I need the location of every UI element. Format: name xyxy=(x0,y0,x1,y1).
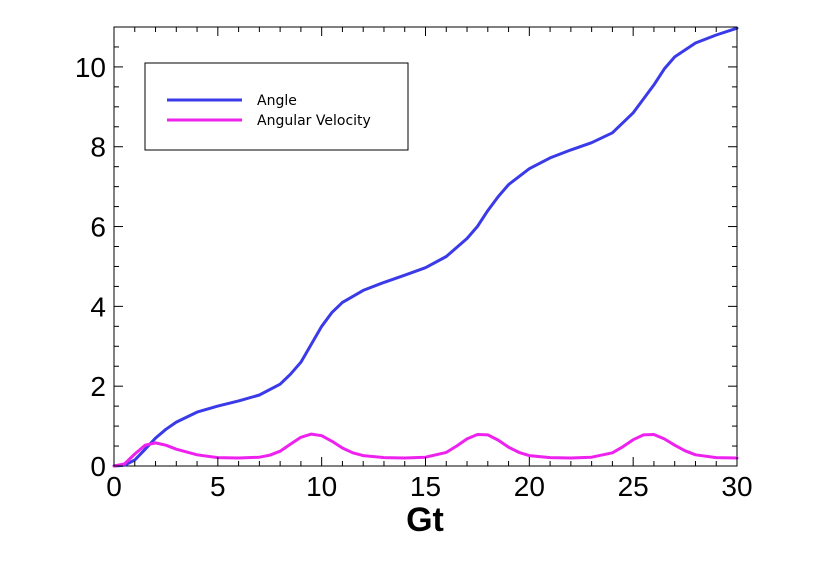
legend-box xyxy=(144,62,409,151)
legend: Angle Angular Velocity xyxy=(144,62,409,151)
series-line-angle xyxy=(112,26,739,468)
y-tick-label: 4 xyxy=(90,291,106,322)
legend-label-angle: Angle xyxy=(257,93,297,109)
axes-layer: 0 5 10 15 20 25 30 0 2 4 6 8 10 xyxy=(75,26,753,502)
x-tick-label: 5 xyxy=(210,471,226,502)
y-tick-label: 10 xyxy=(75,52,106,83)
x-tick-label: 0 xyxy=(106,471,122,502)
y-tick-label: 6 xyxy=(90,212,106,243)
x-tick-label: 15 xyxy=(410,471,441,502)
x-tick-label: 25 xyxy=(618,471,649,502)
x-tick-label: 20 xyxy=(514,471,545,502)
x-tick-label: 10 xyxy=(306,471,337,502)
x-axis-title: Gt xyxy=(406,501,444,539)
x-tick-label: 30 xyxy=(721,471,752,502)
y-tick-label: 0 xyxy=(90,451,106,482)
legend-label-angular-velocity: Angular Velocity xyxy=(257,113,371,129)
y-tick-label: 8 xyxy=(90,132,106,163)
y-tick-label: 2 xyxy=(90,371,106,402)
